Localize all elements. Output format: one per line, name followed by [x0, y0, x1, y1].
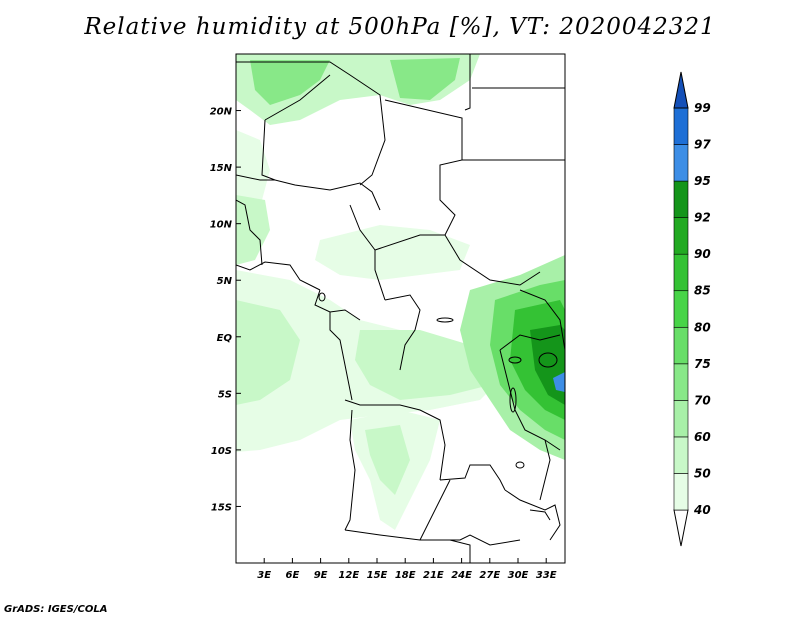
lat-tick-label: EQ — [217, 333, 233, 344]
colorbar: 40 50 60 70 75 80 85 90 92 95 97 99 — [673, 71, 711, 547]
humidity-area-north-core — [250, 60, 330, 105]
colorbar-level-label: 95 — [694, 174, 711, 188]
lon-tick-label: 18E — [395, 570, 416, 581]
colorbar-segment-low — [673, 509, 689, 547]
colorbar-segment — [673, 326, 689, 365]
lon-tick-label: 15E — [367, 570, 388, 581]
colorbar-segment — [673, 436, 689, 474]
lon-tick-label: 33E — [536, 570, 557, 581]
lon-tick-label: 30E — [508, 570, 529, 581]
lon-tick-label: 27E — [479, 570, 500, 581]
lon-tick-label: 6E — [286, 570, 300, 581]
lat-tick-label: 10S — [211, 446, 232, 457]
lat-tick-label: 5S — [218, 389, 232, 400]
colorbar-level-label: 75 — [694, 357, 711, 371]
humidity-area-congo — [355, 330, 500, 400]
colorbar-level-label: 50 — [694, 466, 711, 480]
lat-tick-label: 5N — [217, 276, 233, 287]
country-borders — [236, 54, 565, 563]
lon-tick-label: 9E — [314, 570, 328, 581]
humidity-area-gulf-mid — [236, 300, 300, 405]
humidity-field — [236, 54, 565, 530]
colorbar-level-label: 70 — [694, 393, 711, 407]
colorbar-level-label: 99 — [694, 101, 711, 115]
lon-tick-label: 21E — [423, 570, 444, 581]
colorbar-level-label: 85 — [694, 284, 711, 298]
colorbar-segment — [673, 180, 689, 218]
lon-tick-label: 3E — [257, 570, 271, 581]
colorbar-level-label: 90 — [694, 247, 711, 261]
lat-tick-label: 15S — [211, 502, 232, 513]
latitude-axis: 20N 15N 10N 5N EQ 5S 10S 15S — [210, 107, 241, 513]
map-frame — [235, 53, 566, 564]
colorbar-segment — [673, 217, 689, 255]
lat-tick-label: 10N — [210, 220, 233, 231]
lat-tick-label: 20N — [210, 107, 233, 118]
lon-tick-label: 24E — [451, 570, 472, 581]
colorbar-level-label: 40 — [693, 503, 711, 517]
colorbar-segment — [673, 253, 689, 292]
colorbar-segment — [673, 400, 689, 438]
grads-credit: GrADS: IGES/COLA — [4, 604, 108, 615]
colorbar-level-label: 92 — [694, 211, 711, 225]
humidity-area-south-mid — [365, 425, 410, 495]
humidity-area-sahel — [315, 225, 470, 280]
humidity-area-north-east — [390, 58, 460, 100]
colorbar-segment — [673, 144, 689, 182]
colorbar-level-label: 97 — [694, 138, 711, 152]
lat-tick-label: 15N — [210, 163, 233, 174]
lakes — [318, 292, 558, 469]
humidity-area-west-coast-2 — [236, 195, 270, 265]
colorbar-segment — [673, 290, 689, 328]
lon-tick-label: 12E — [338, 570, 359, 581]
colorbar-segment — [673, 363, 689, 401]
chart-title: Relative humidity at 500hPa [%], VT: 202… — [84, 14, 716, 40]
colorbar-segment — [673, 473, 689, 511]
colorbar-segment — [673, 107, 689, 145]
longitude-axis: 3E 6E 9E 12E 15E 18E 21E 24E 27E 30E 33E — [257, 558, 557, 581]
colorbar-segment-high — [673, 71, 689, 109]
colorbar-level-label: 60 — [694, 430, 711, 444]
colorbar-level-label: 80 — [694, 320, 711, 334]
humidity-area-east-blue — [553, 372, 565, 392]
